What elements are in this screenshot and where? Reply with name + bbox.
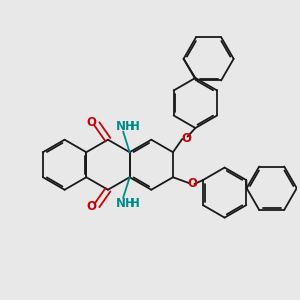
Text: O: O xyxy=(181,132,191,145)
Text: O: O xyxy=(87,200,97,213)
Text: NH: NH xyxy=(116,196,136,210)
Text: NH: NH xyxy=(116,120,136,133)
Text: H: H xyxy=(130,120,140,133)
Text: H: H xyxy=(130,196,140,210)
Text: O: O xyxy=(87,116,97,129)
Text: O: O xyxy=(188,177,198,190)
